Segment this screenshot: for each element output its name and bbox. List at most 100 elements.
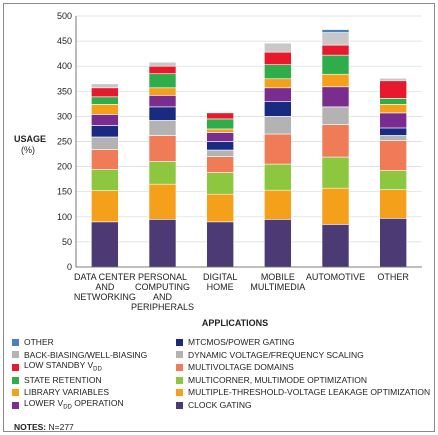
legend-swatch bbox=[12, 389, 19, 397]
bar-segment bbox=[148, 73, 177, 89]
notes-text: N=277 bbox=[46, 422, 74, 432]
bar-segment bbox=[148, 219, 177, 268]
bar-segment bbox=[379, 104, 407, 114]
category-label: DATA CENTER bbox=[74, 272, 136, 282]
category-label: DIGITAL bbox=[203, 272, 237, 282]
y-tick-label: 400 bbox=[57, 61, 72, 71]
y-tick-label: 150 bbox=[57, 187, 72, 197]
bar-segment bbox=[206, 132, 234, 142]
legend-item: MULTIVOLTAGE DOMAINS bbox=[176, 361, 430, 374]
bar-segment bbox=[321, 29, 350, 33]
bar-segment bbox=[91, 104, 119, 115]
category-label: AND bbox=[95, 282, 115, 292]
bar-segment bbox=[206, 221, 234, 268]
legend-label: OTHER bbox=[24, 337, 54, 347]
legend-label: MULTIVOLTAGE DOMAINS bbox=[188, 362, 294, 373]
legend-label: MULTIPLE-THRESHOLD-VOLTAGE LEAKAGE OPTIM… bbox=[188, 387, 431, 398]
bar-segment bbox=[206, 149, 234, 157]
legend-swatch bbox=[12, 338, 19, 346]
bar-segment bbox=[379, 140, 407, 171]
legend-item: LOW STANDBY VDD bbox=[12, 360, 147, 374]
bar-segment bbox=[91, 169, 119, 191]
bar-segment bbox=[206, 112, 234, 120]
bar-segment bbox=[148, 65, 177, 75]
bar-segment bbox=[321, 156, 350, 189]
bar-segment bbox=[206, 118, 234, 130]
legend-item: OTHER bbox=[12, 336, 147, 349]
legend-label: LOWER VDD OPERATION bbox=[24, 397, 124, 411]
bar-segment bbox=[264, 42, 292, 53]
bar-segment bbox=[379, 77, 407, 82]
notes-label: NOTES: bbox=[14, 422, 47, 432]
bar-segment bbox=[148, 161, 177, 185]
y-axis-title-line1: USAGE bbox=[14, 134, 46, 144]
legend-swatch bbox=[176, 338, 183, 346]
bar-segment bbox=[264, 78, 292, 89]
bar-segment bbox=[264, 87, 292, 102]
bar-segment bbox=[148, 183, 177, 220]
legend-swatch bbox=[12, 363, 19, 371]
legend-right-column: MTCMOS/POWER GATING DYNAMIC VOLTAGE/FREQU… bbox=[176, 336, 430, 412]
bar-segment bbox=[264, 133, 292, 165]
figure-frame: 0 50 100 150 200 250 300 350 400 450 500 DATA CENT… bbox=[3, 3, 435, 432]
y-tick-label: 0 bbox=[67, 262, 72, 272]
legend-label: CLOCK GATING bbox=[188, 399, 252, 410]
bar-segment bbox=[379, 112, 407, 129]
bar-segment bbox=[379, 218, 407, 268]
bar-segment bbox=[379, 170, 407, 190]
y-tick-label: 250 bbox=[57, 137, 72, 147]
bar-segment bbox=[91, 83, 119, 89]
y-tick-label: 500 bbox=[57, 11, 72, 21]
category-label: MOBILE bbox=[261, 272, 295, 282]
bar-segment bbox=[91, 136, 119, 150]
bar-segment bbox=[379, 135, 407, 141]
bar-segment bbox=[148, 106, 177, 121]
legend-item: MULTICORNER, MULTIMODE OPTIMIZATION bbox=[176, 374, 430, 387]
bar-segment bbox=[379, 127, 407, 136]
legend-swatch bbox=[176, 389, 183, 397]
bar-segment bbox=[206, 193, 234, 223]
bar-segment bbox=[91, 221, 119, 268]
legend-swatch bbox=[176, 351, 183, 359]
bar-segment bbox=[321, 32, 350, 46]
y-axis-title-line2: (%) bbox=[21, 145, 35, 155]
legend-label: MULTICORNER, MULTIMODE OPTIMIZATION bbox=[188, 374, 367, 385]
bar-segment bbox=[264, 101, 292, 117]
legend-item: DYNAMIC VOLTAGE/FREQUENCY SCALING bbox=[176, 349, 430, 362]
bar-segment bbox=[321, 86, 350, 108]
category-label: NETWORKING bbox=[74, 292, 136, 302]
y-tick-label: 50 bbox=[62, 237, 72, 247]
category-label: PERSONAL bbox=[138, 272, 187, 282]
bar-segment bbox=[321, 54, 350, 75]
category-label: PERIPHERALS bbox=[131, 302, 194, 312]
category-label: MULTIMEDIA bbox=[250, 282, 305, 292]
legend-swatch bbox=[176, 401, 183, 409]
legend-swatch bbox=[12, 401, 19, 409]
bar-segment bbox=[148, 95, 177, 108]
bars-group bbox=[91, 29, 407, 268]
legend-item: LIBRARY VARIABLES bbox=[12, 386, 147, 399]
bar-segment bbox=[321, 44, 350, 56]
legend-item: CLOCK GATING bbox=[176, 399, 430, 412]
legend-label: DYNAMIC VOLTAGE/FREQUENCY SCALING bbox=[188, 349, 364, 360]
grid-lines bbox=[76, 15, 422, 243]
bar-segment bbox=[264, 51, 292, 65]
y-tick-labels: 0 50 100 150 200 250 300 350 400 450 500 bbox=[57, 11, 72, 272]
legend-swatch bbox=[12, 351, 19, 359]
legend-label: LIBRARY VARIABLES bbox=[24, 387, 110, 398]
bar-segment bbox=[379, 189, 407, 219]
notes: NOTES: N=277 bbox=[14, 422, 74, 432]
bar-segment bbox=[91, 125, 119, 138]
legend-item: MULTIPLE-THRESHOLD-VOLTAGE LEAKAGE OPTIM… bbox=[176, 386, 430, 399]
bar-segment bbox=[91, 149, 119, 170]
bar-segment bbox=[148, 135, 177, 162]
bar-segment bbox=[264, 64, 292, 80]
bar-segment bbox=[91, 87, 119, 98]
legend-left-column: OTHER BACK-BIASING/WELL-BIASING LOW STANDB… bbox=[12, 336, 147, 412]
legend-swatch bbox=[176, 376, 183, 384]
bar-segment bbox=[321, 73, 350, 88]
legend-item: LOWER VDD OPERATION bbox=[12, 397, 147, 412]
y-tick-label: 450 bbox=[57, 36, 72, 46]
legend-label: STATE RETENTION bbox=[24, 374, 102, 385]
bar-segment bbox=[264, 116, 292, 135]
